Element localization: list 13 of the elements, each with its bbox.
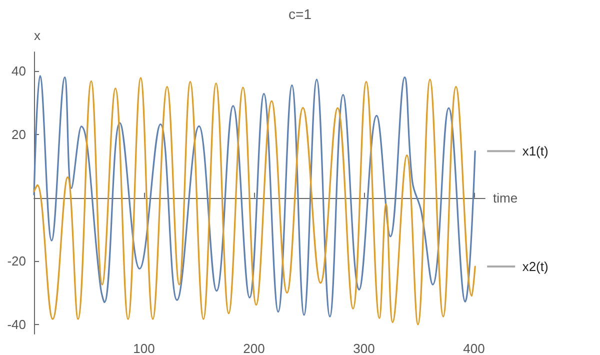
x-axis-title: time [493, 190, 518, 206]
text: x1(t) [515, 144, 548, 159]
y-tick-label: -20 [7, 254, 26, 269]
text: x2(t) [515, 259, 548, 274]
y-tick-label: 40 [12, 64, 26, 79]
x-tick-label: 200 [243, 341, 265, 355]
y-tick-label: -40 [7, 316, 26, 332]
x-tick-label: 400 [463, 341, 485, 355]
y-axis-title: x [34, 28, 41, 43]
chart-title: c=1 [288, 6, 312, 22]
x-tick-label: 300 [353, 341, 375, 355]
x-tick-label: 100 [133, 341, 155, 355]
y-tick-label: 20 [12, 126, 26, 142]
